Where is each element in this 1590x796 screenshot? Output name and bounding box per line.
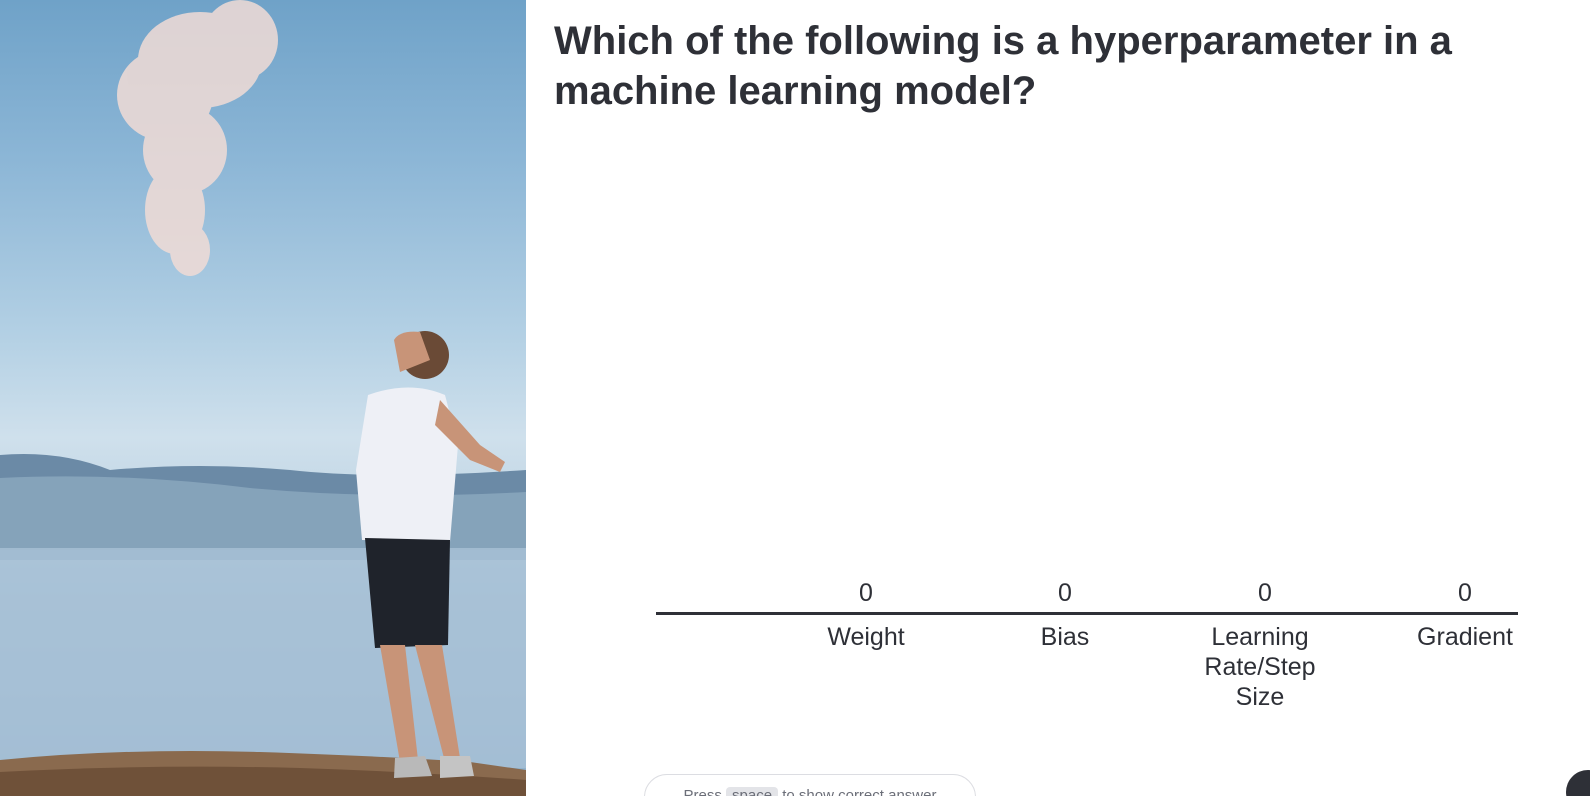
show-answer-hint[interactable]: Press space to show correct answer [644, 774, 976, 796]
slide-image [0, 0, 526, 796]
result-count-bias: 0 [1058, 579, 1072, 607]
hint-key: space [726, 787, 779, 796]
presenter-menu-icon[interactable] [1566, 770, 1590, 796]
result-count-weight: 0 [859, 579, 873, 607]
results-chart: 0 0 0 0 Weight Bias Learning Rate/Step S… [656, 560, 1518, 720]
results-axis-line [656, 612, 1518, 615]
option-label-learning-rate: Learning Rate/Step Size [1204, 623, 1316, 711]
option-label-weight: Weight [827, 623, 905, 651]
question-title: Which of the following is a hyperparamet… [554, 19, 1452, 113]
option-label-gradient: Gradient [1417, 623, 1513, 651]
option-label-bias: Bias [1040, 623, 1090, 651]
hint-suffix: to show correct answer [782, 787, 937, 796]
result-count-gradient: 0 [1458, 579, 1472, 607]
result-count-learning-rate: 0 [1258, 579, 1272, 607]
man-on-mountain-illustration [0, 0, 526, 796]
hint-prefix: Press [683, 787, 722, 796]
